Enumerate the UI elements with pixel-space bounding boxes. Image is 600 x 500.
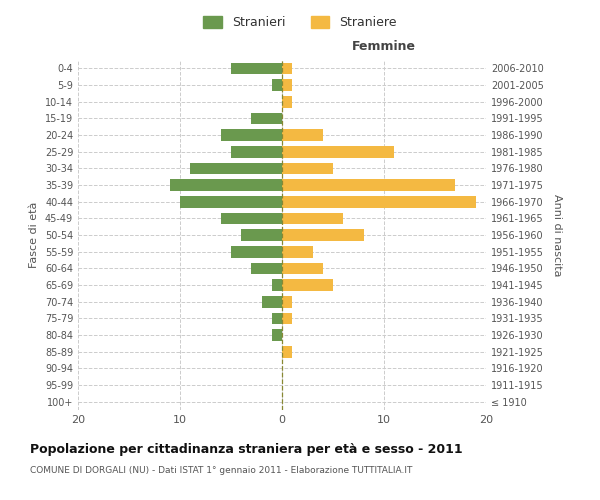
Text: COMUNE DI DORGALI (NU) - Dati ISTAT 1° gennaio 2011 - Elaborazione TUTTITALIA.IT: COMUNE DI DORGALI (NU) - Dati ISTAT 1° g… <box>30 466 412 475</box>
Bar <box>180 196 282 207</box>
Bar <box>282 312 292 324</box>
Bar <box>282 79 292 91</box>
Bar <box>282 246 313 258</box>
Legend: Stranieri, Straniere: Stranieri, Straniere <box>198 11 402 34</box>
Bar <box>221 129 282 141</box>
Bar <box>282 96 292 108</box>
Bar <box>272 79 282 91</box>
Bar <box>282 296 292 308</box>
Bar <box>262 296 282 308</box>
Bar <box>272 279 282 291</box>
Bar <box>282 146 394 158</box>
Bar <box>272 329 282 341</box>
Bar <box>282 196 476 207</box>
Bar <box>251 262 282 274</box>
Bar <box>282 346 292 358</box>
Bar <box>282 279 333 291</box>
Bar <box>251 112 282 124</box>
Bar <box>221 212 282 224</box>
Bar <box>282 262 323 274</box>
Bar <box>231 146 282 158</box>
Bar <box>282 212 343 224</box>
Bar <box>170 179 282 191</box>
Bar <box>231 246 282 258</box>
Bar <box>190 162 282 174</box>
Y-axis label: Anni di nascita: Anni di nascita <box>552 194 562 276</box>
Bar <box>282 162 333 174</box>
Bar <box>241 229 282 241</box>
Y-axis label: Fasce di età: Fasce di età <box>29 202 39 268</box>
Bar <box>282 129 323 141</box>
Text: Popolazione per cittadinanza straniera per età e sesso - 2011: Popolazione per cittadinanza straniera p… <box>30 442 463 456</box>
Bar <box>282 229 364 241</box>
Bar <box>231 62 282 74</box>
Text: Femmine: Femmine <box>352 40 416 53</box>
Bar <box>282 179 455 191</box>
Bar <box>282 62 292 74</box>
Bar <box>272 312 282 324</box>
